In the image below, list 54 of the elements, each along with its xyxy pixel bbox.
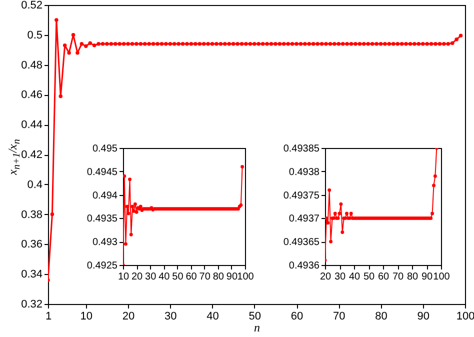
y-tick-label: 0.46 xyxy=(21,89,42,102)
x-tick-label: 30 xyxy=(334,272,346,282)
x-tick-label: 70 xyxy=(199,272,211,282)
y-tick-label: 0.44 xyxy=(21,119,42,132)
y-tick-label: 0.4936 xyxy=(288,260,320,272)
y-tick-label: 0.4 xyxy=(27,178,42,191)
x-tick-label: 80 xyxy=(375,310,388,322)
y-tick-label: 0.5 xyxy=(27,29,42,42)
x-tick-label: 80 xyxy=(406,272,418,282)
x-tick-label: 10 xyxy=(80,310,93,322)
x-tick-label: 30 xyxy=(164,310,177,322)
x-tick-label: 100 xyxy=(237,272,254,282)
x-tick-label: 60 xyxy=(290,310,304,322)
x-tick-label: 100 xyxy=(456,310,474,322)
x-tick-label: 90 xyxy=(421,272,433,282)
y-tick-label: 0.49385 xyxy=(283,144,320,154)
y-tick-label: 0.4937 xyxy=(288,214,320,225)
x-tick-label: 50 xyxy=(172,272,184,282)
y-tick-label: 0.36 xyxy=(21,238,42,251)
y-tick-label: 0.49365 xyxy=(283,237,320,248)
x-tick-label: 60 xyxy=(186,272,198,282)
x-tick-label: 90 xyxy=(417,310,430,322)
y-tick-label: 0.493 xyxy=(92,237,118,248)
x-tick-label: 10 xyxy=(118,272,130,282)
y-tick-label: 0.32 xyxy=(21,298,42,310)
y-tick-label: 0.4935 xyxy=(86,214,118,225)
y-tick-label: 0.4938 xyxy=(288,166,320,178)
x-tick-label: 70 xyxy=(333,310,346,322)
x-tick-label: 100 xyxy=(433,272,450,282)
x-tick-label: 30 xyxy=(145,272,157,282)
x-tick-label: 60 xyxy=(378,272,390,282)
x-tick-label: 40 xyxy=(158,272,170,282)
y-tick-label: 0.38 xyxy=(21,208,42,221)
x-tick-label: 20 xyxy=(320,272,332,282)
y-tick-label: 0.34 xyxy=(21,268,42,281)
x-tick-label: 20 xyxy=(122,310,135,322)
y-tick-label: 0.494 xyxy=(92,190,118,202)
x-tick-label: 50 xyxy=(248,310,262,322)
x-tick-label: 40 xyxy=(348,272,360,282)
x-tick-label: 70 xyxy=(392,272,404,282)
x-tick-label: 1 xyxy=(45,310,52,322)
x-tick-label: 50 xyxy=(363,272,375,282)
x-tick-label: 40 xyxy=(206,310,219,322)
x-axis-title: n xyxy=(254,320,260,334)
y-tick-label: 0.49375 xyxy=(283,190,320,202)
y-tick-label: 0.4945 xyxy=(86,166,118,178)
y-tick-label: 0.42 xyxy=(21,149,42,161)
y-tick-label: 0.52 xyxy=(21,0,42,12)
y-tick-label: 0.4925 xyxy=(86,260,118,272)
y-tick-label: 0.48 xyxy=(21,59,42,72)
x-tick-label: 20 xyxy=(131,272,144,282)
x-tick-label: 90 xyxy=(226,272,238,282)
x-tick-label: 80 xyxy=(212,272,224,282)
y-tick-label: 0.495 xyxy=(92,144,118,154)
